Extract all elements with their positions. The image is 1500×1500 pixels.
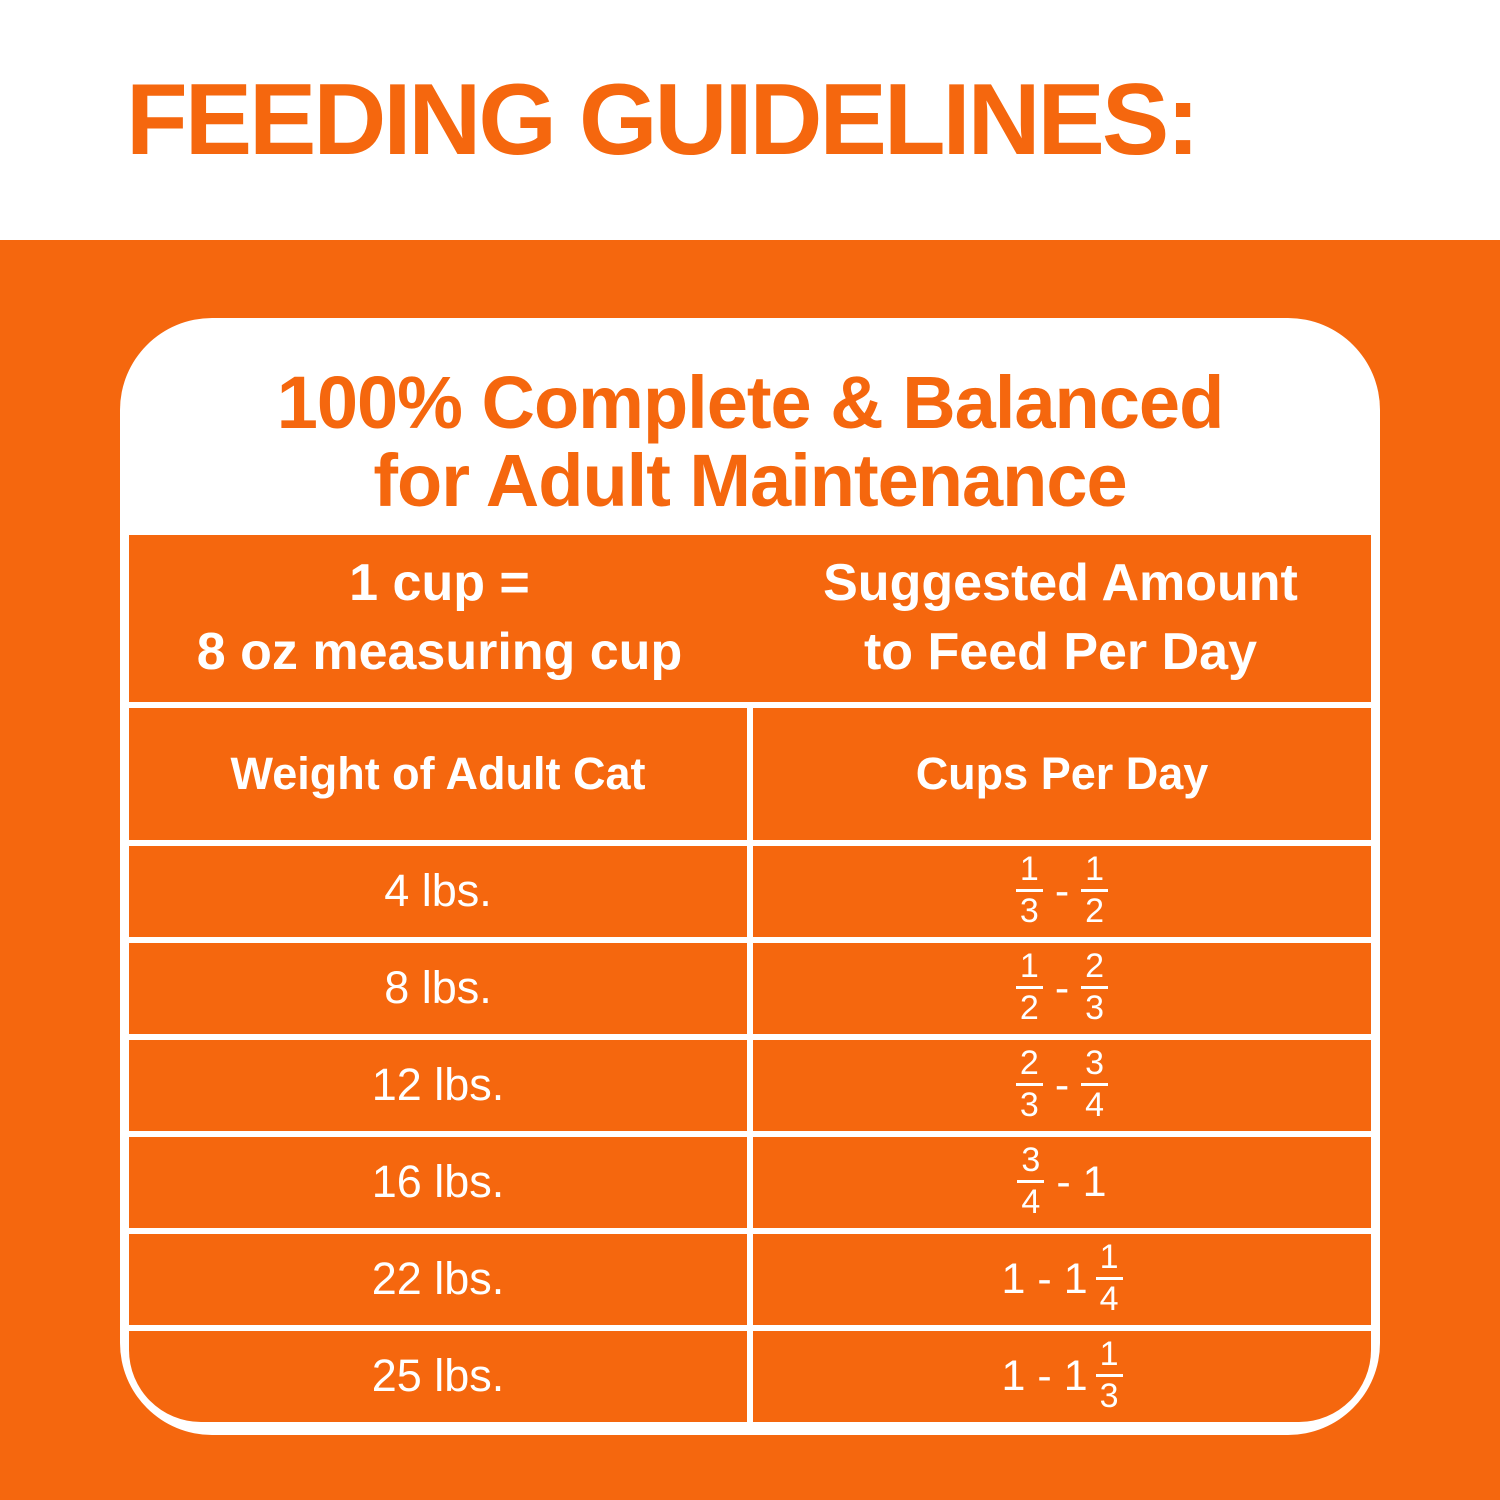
table-row: 12 lbs. 2 3-3 4 (129, 1039, 1371, 1131)
range-separator: - (1054, 1060, 1070, 1109)
weight-cell: 12 lbs. (129, 1039, 747, 1131)
fraction-numerator: 1 (1015, 947, 1043, 990)
range-separator: - (1056, 1157, 1071, 1206)
fraction-numerator: 1 (1095, 1238, 1123, 1281)
fraction-denominator: 4 (1021, 1183, 1041, 1222)
whole-number: 1 (1063, 1254, 1088, 1303)
weight-column-header: Weight of Adult Cat (129, 707, 747, 840)
fraction-numerator: 1 (1081, 850, 1109, 893)
whole-number: 1 (1063, 1351, 1088, 1400)
feeding-table: 1 cup = 8 oz measuring cup Suggested Amo… (129, 534, 1371, 1422)
table-header-band: 1 cup = 8 oz measuring cup Suggested Amo… (129, 534, 1371, 702)
weight-cell: 4 lbs. (129, 845, 747, 937)
fraction-denominator: 3 (1019, 1086, 1039, 1125)
range-separator: - (1054, 866, 1070, 915)
cups-column-header: Cups Per Day (753, 707, 1371, 840)
fraction-denominator: 2 (1085, 892, 1105, 931)
whole-number: 1 (1001, 1254, 1026, 1303)
table-row: 22 lbs. 1-1 1 4 (129, 1233, 1371, 1325)
card-title: 100% Complete & Balanced for Adult Maint… (129, 318, 1371, 535)
weight-cell: 16 lbs. (129, 1136, 747, 1228)
cup-measure-note: 1 cup = 8 oz measuring cup (129, 535, 750, 702)
table-row: 4 lbs. 1 3-1 2 (129, 845, 1371, 937)
amount-value: 1 (1001, 1255, 1025, 1304)
cup-note-line2: 8 oz measuring cup (196, 623, 683, 682)
fraction-numerator: 1 (1015, 850, 1043, 893)
card-title-line1: 100% Complete & Balanced (276, 361, 1225, 444)
fraction-denominator: 3 (1019, 892, 1039, 931)
range-separator: - (1037, 1351, 1052, 1400)
fraction-numerator: 3 (1017, 1141, 1045, 1184)
fraction-denominator: 2 (1019, 989, 1039, 1028)
page-title: FEEDING GUIDELINES: (126, 64, 1200, 176)
suggested-amount-header: Suggested Amount to Feed Per Day (750, 535, 1371, 702)
fraction-numerator: 1 (1095, 1335, 1123, 1378)
fraction-denominator: 3 (1085, 989, 1105, 1028)
column-headers-row: Weight of Adult Cat Cups Per Day (129, 707, 1371, 840)
whole-number: 1 (1001, 1351, 1026, 1400)
whole-number: 1 (1082, 1157, 1107, 1206)
table-row: 25 lbs. 1-1 1 3 (129, 1330, 1371, 1422)
suggested-header-line2: to Feed Per Day (863, 623, 1258, 682)
range-separator: - (1037, 1254, 1052, 1303)
fraction-denominator: 4 (1085, 1086, 1105, 1125)
fraction-denominator: 4 (1099, 1280, 1119, 1319)
fraction-numerator: 2 (1081, 947, 1109, 990)
fraction-numerator: 3 (1081, 1044, 1109, 1087)
guidelines-card: 100% Complete & Balanced for Adult Maint… (120, 318, 1380, 1435)
orange-background: 100% Complete & Balanced for Adult Maint… (0, 240, 1500, 1500)
table-row: 8 lbs. 1 2-2 3 (129, 942, 1371, 1034)
weight-cell: 25 lbs. (129, 1330, 747, 1422)
table-row: 16 lbs. 3 4-1 (129, 1136, 1371, 1228)
fraction-numerator: 2 (1015, 1044, 1043, 1087)
fraction-denominator: 3 (1099, 1377, 1119, 1416)
weight-cell: 22 lbs. (129, 1233, 747, 1325)
cup-note-line1: 1 cup = (349, 554, 530, 613)
suggested-header-line1: Suggested Amount (823, 554, 1298, 613)
amount-value: 1 (1001, 1352, 1025, 1401)
weight-cell: 8 lbs. (129, 942, 747, 1034)
page-header: FEEDING GUIDELINES: (0, 0, 1500, 240)
card-title-line2: for Adult Maintenance (373, 439, 1127, 523)
range-separator: - (1054, 963, 1070, 1012)
amount-value: 1 (1083, 1158, 1107, 1207)
